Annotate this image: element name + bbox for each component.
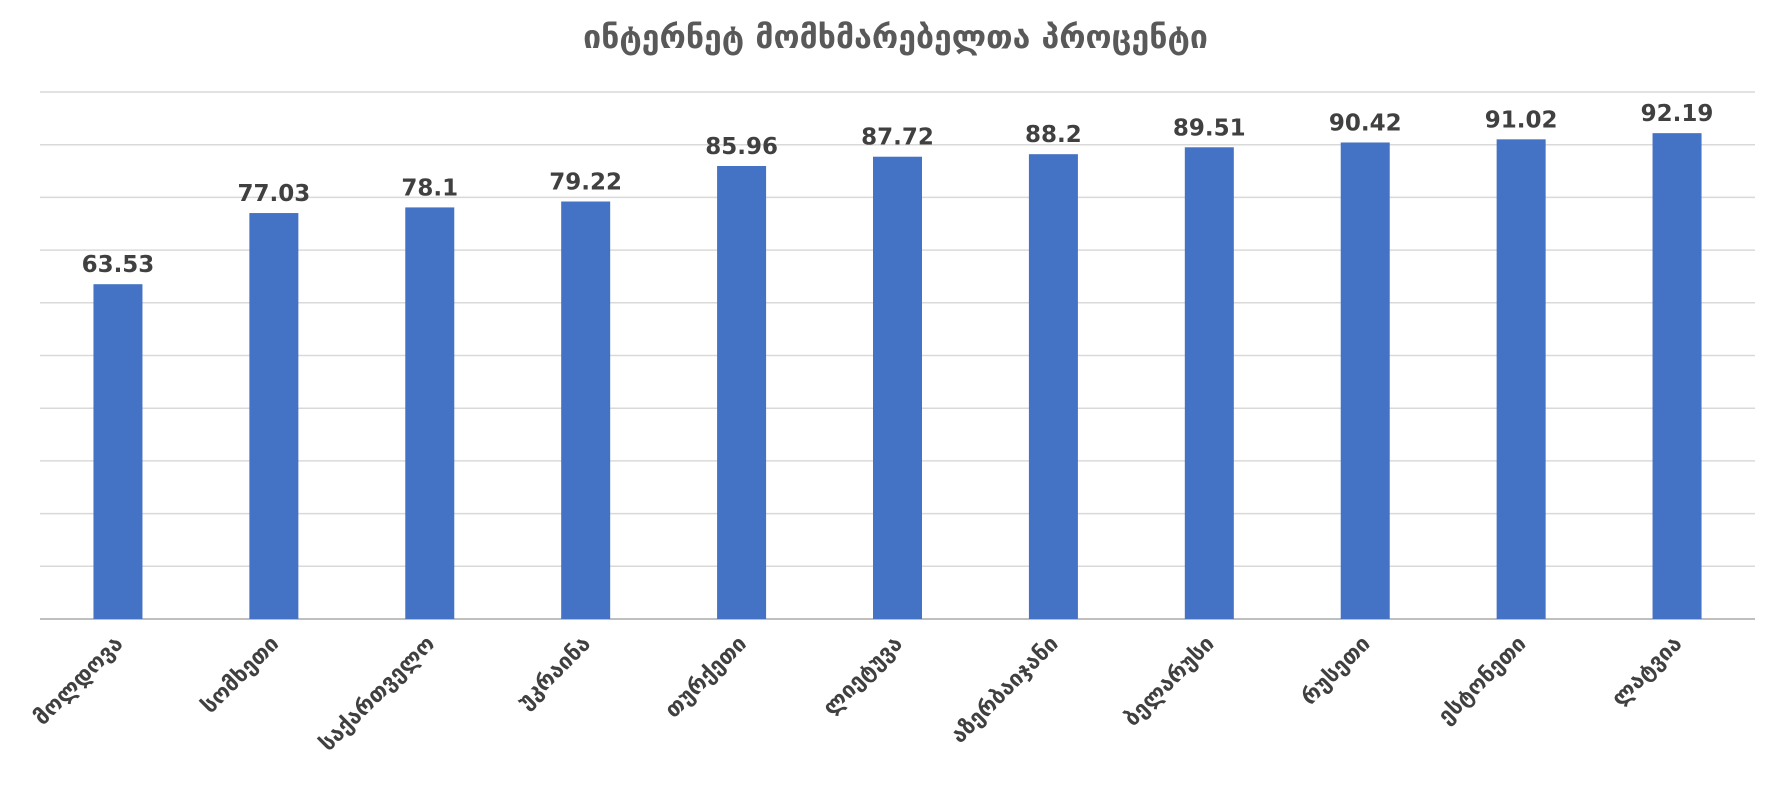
bar: [249, 213, 299, 620]
data-label: 79.22: [549, 170, 622, 196]
bar: [1496, 139, 1546, 620]
bar: [1184, 147, 1234, 620]
bar: [1652, 133, 1702, 620]
data-label: 87.72: [861, 125, 934, 151]
bars: [93, 133, 1702, 620]
x-tick-label: უკრაინა: [513, 632, 596, 715]
data-label: 77.03: [237, 181, 310, 207]
data-label: 91.02: [1485, 107, 1558, 133]
x-tick-label: ლატვია: [1607, 632, 1687, 712]
x-tick-label: თურქეთი: [660, 632, 752, 724]
chart-title: ინტერნეტ მომხმარებელთა პროცენტი: [583, 18, 1208, 56]
data-label: 89.51: [1173, 115, 1246, 141]
bar: [1340, 142, 1390, 619]
bar: [93, 284, 143, 619]
bar: [1028, 154, 1078, 619]
bar: [717, 165, 767, 620]
x-tick-label: აზერბაიჯანი: [947, 632, 1064, 749]
bar: [561, 201, 611, 619]
x-tick-label: საქართველო: [315, 632, 440, 757]
data-labels: 63.53 77.03 78.1 79.22 85.96 87.72 88.2 89.51 90…: [82, 101, 1714, 278]
x-axis-tick-labels: მოლდოვა სომხეთი საქართველო უკრაინა თურქეთი ლი…: [29, 632, 1687, 757]
bar: [873, 156, 922, 619]
data-label: 90.42: [1329, 110, 1402, 136]
data-label: 78.1: [401, 175, 458, 201]
bar: [405, 207, 455, 619]
x-tick-label: რუსეთი: [1297, 632, 1376, 711]
data-label: 92.19: [1641, 101, 1714, 127]
data-label: 63.53: [82, 252, 155, 278]
x-tick-label: ლიეტუვა: [818, 632, 907, 721]
x-tick-label: სომხეთი: [197, 632, 284, 719]
x-tick-label: ბელარუსი: [1120, 632, 1220, 732]
data-label: 85.96: [705, 134, 778, 160]
x-tick-label: ესტონეთი: [1434, 632, 1532, 730]
data-label: 88.2: [1025, 122, 1082, 148]
x-tick-label: მოლდოვა: [29, 632, 128, 731]
